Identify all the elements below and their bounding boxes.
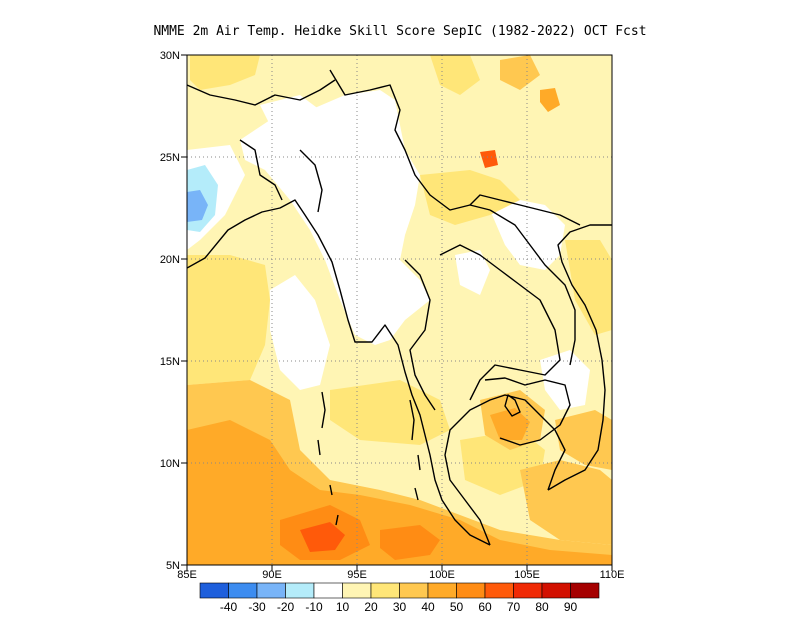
- coastlines: [187, 69, 612, 546]
- coast-thailand-gulf: [444, 394, 566, 546]
- field-white-myanmar: [240, 90, 430, 345]
- colorbar-swatch-11: [513, 582, 543, 599]
- colorbar-label-5: 20: [364, 600, 378, 614]
- field-white-cambodia: [540, 350, 590, 410]
- border-india-myanmar: [239, 139, 323, 213]
- field-70-north: [480, 150, 498, 168]
- x-tick-85e: 85E: [177, 569, 197, 581]
- colorbar-swatch-13: [570, 582, 600, 599]
- colorbar: -40 -30 -20 -10 10 20 30 40 50 60 70 80 90: [199, 582, 600, 614]
- field-70-andaman: [300, 522, 345, 552]
- x-axis: 85E 90E 95E 100E 105E 110E: [177, 565, 624, 581]
- colorbar-label-7: 40: [421, 600, 435, 614]
- colorbar-swatch-4: [313, 582, 343, 599]
- colorbar-swatch-0: [199, 582, 229, 599]
- field-40-north1: [500, 55, 540, 90]
- y-tick-15n: 15N: [160, 356, 180, 368]
- colorbar-swatch-7: [399, 582, 429, 599]
- colorbar-swatch-3: [285, 582, 315, 599]
- field-white-thailand: [455, 250, 490, 295]
- colorbar-label-1: -30: [248, 600, 266, 614]
- colorbar-label-6: 30: [393, 600, 407, 614]
- colorbar-label-4: 10: [336, 600, 350, 614]
- coast-vietnam: [547, 224, 612, 491]
- field-30-laos: [565, 240, 612, 335]
- y-tick-10n: 10N: [160, 458, 180, 470]
- colorbar-swatch-9: [456, 582, 486, 599]
- x-tick-90e: 90E: [262, 569, 282, 581]
- border-laos-thailand: [439, 244, 561, 401]
- coast-mergui-islands: [409, 399, 421, 501]
- colorbar-label-11: 80: [535, 600, 549, 614]
- field-30-andaman: [330, 380, 450, 445]
- y-axis: 30N 25N 20N 15N 10N 5N: [160, 50, 187, 572]
- border-myanmar-thailand: [404, 259, 436, 411]
- x-tick-110e: 110E: [600, 569, 625, 581]
- colorbar-swatch-12: [541, 582, 571, 599]
- x-tick-95e: 95E: [347, 569, 367, 581]
- field-white-north: [260, 95, 320, 125]
- colorbar-label-10: 70: [507, 600, 521, 614]
- field-50-gulf: [490, 408, 530, 440]
- field-50-north: [540, 88, 560, 112]
- x-tick-105e: 105E: [514, 569, 540, 581]
- colorbar-label-8: 50: [450, 600, 464, 614]
- colorbar-label-0: -40: [220, 600, 238, 614]
- field-30-north: [190, 55, 260, 90]
- coast-bay-of-bengal: [187, 199, 491, 546]
- colorbar-swatch-10: [484, 582, 514, 599]
- border-china-north: [187, 79, 336, 106]
- plot-frame: [186, 54, 613, 566]
- y-tick-25n: 25N: [160, 152, 180, 164]
- colorbar-swatch-5: [342, 582, 372, 599]
- colorbar-label-3: -10: [305, 600, 323, 614]
- y-tick-30n: 30N: [160, 50, 180, 62]
- colorbar-label-12: 90: [564, 600, 578, 614]
- coast-andaman-islands: [317, 391, 339, 526]
- map-grid: [187, 55, 612, 565]
- field-30-east: [420, 170, 520, 225]
- map-title: NMME 2m Air Temp. Heidke Skill Score Sep…: [153, 24, 646, 39]
- y-tick-20n: 20N: [160, 254, 180, 266]
- colorbar-swatch-6: [370, 582, 400, 599]
- x-tick-100e: 100E: [429, 569, 455, 581]
- field-negative-mid: [187, 190, 208, 222]
- field-30-northeast: [430, 55, 480, 95]
- coast-cambodia-lake: [504, 394, 521, 417]
- field-30-west: [187, 255, 270, 385]
- colorbar-label-2: -20: [277, 600, 295, 614]
- colorbar-swatch-2: [256, 582, 286, 599]
- border-cambodia: [484, 377, 571, 446]
- colorbar-swatch-8: [427, 582, 457, 599]
- field-40-southeast: [520, 460, 612, 545]
- border-myanmar-china: [329, 69, 491, 211]
- field-40-cambodia: [555, 410, 612, 470]
- border-china-laos: [469, 194, 581, 226]
- colorbar-swatch-1: [228, 582, 258, 599]
- field-60-south: [380, 525, 440, 560]
- y-tick-5n: 5N: [166, 560, 180, 572]
- colorbar-label-9: 60: [478, 600, 492, 614]
- border-laos-vietnam: [489, 209, 576, 366]
